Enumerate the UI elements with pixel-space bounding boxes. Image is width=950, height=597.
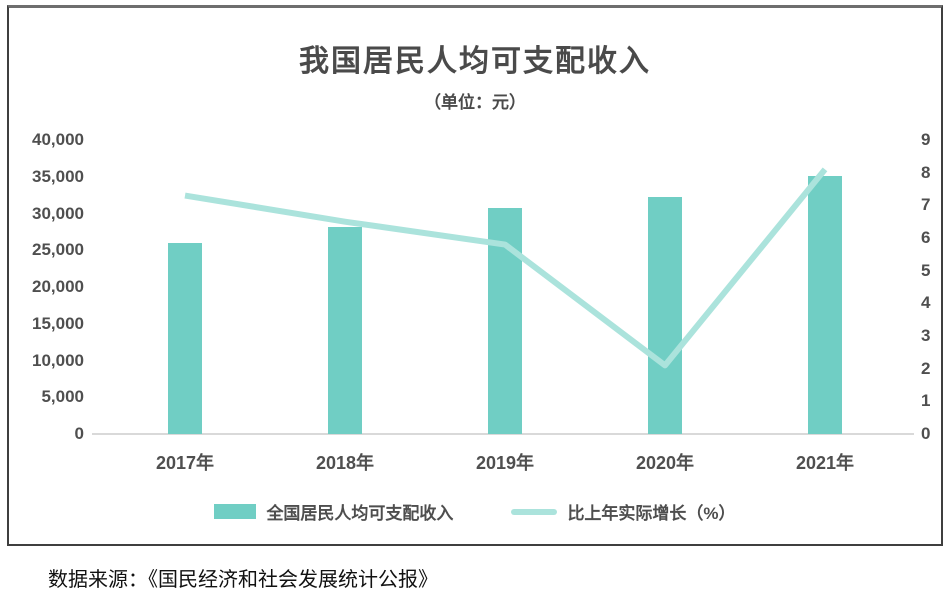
right-axis-tick: 5 — [921, 260, 931, 280]
x-axis-label-2017年: 2017年 — [155, 453, 215, 473]
legend: 全国居民人均可支配收入 比上年实际增长（%） — [0, 499, 950, 524]
left-axis-tick: 35,000 — [32, 166, 84, 186]
left-axis-tick: 30,000 — [32, 203, 84, 223]
x-axis-label-2019年: 2019年 — [475, 453, 535, 473]
right-axis-tick: 2 — [921, 358, 931, 378]
right-axis-tick: 3 — [921, 326, 931, 345]
bar-2020年 — [648, 197, 682, 434]
left-axis-tick: 40,000 — [32, 130, 84, 149]
left-axis-tick: 15,000 — [32, 313, 84, 333]
x-axis-label-2018年: 2018年 — [315, 453, 375, 473]
right-axis-tick: 1 — [921, 391, 931, 411]
bar-2021年 — [808, 175, 842, 434]
right-axis-tick: 0 — [921, 424, 931, 443]
legend-item-growth: 比上年实际增长（%） — [511, 499, 736, 524]
x-axis-line — [92, 433, 914, 435]
source-note: 数据来源：《国民经济和社会发展统计公报》 — [48, 569, 438, 591]
legend-line-label: 比上年实际增长（%） — [567, 504, 736, 523]
left-axis-tick: 25,000 — [32, 240, 84, 260]
left-axis-tick: 0 — [74, 424, 84, 443]
bar-2017年 — [168, 243, 202, 434]
right-axis-tick: 7 — [921, 195, 931, 215]
legend-bar-label: 全国居民人均可支配收入 — [266, 504, 454, 523]
bar-2018年 — [328, 226, 362, 434]
x-axis-label-2020年: 2020年 — [635, 453, 695, 473]
legend-item-income: 全国居民人均可支配收入 — [214, 499, 453, 524]
legend-line-swatch-icon — [511, 508, 558, 515]
chart-subtitle: （单位：元） — [424, 93, 526, 112]
right-axis-tick: 9 — [921, 130, 931, 149]
left-axis-tick: 20,000 — [32, 277, 84, 296]
left-axis-tick: 10,000 — [32, 350, 84, 370]
x-axis-label-2021年: 2021年 — [795, 453, 855, 473]
left-axis-tick: 5,000 — [41, 387, 84, 407]
right-axis-tick: 8 — [921, 162, 931, 182]
chart-title: 我国居民人均可支配收入 — [299, 45, 651, 78]
right-axis-tick: 4 — [921, 293, 931, 313]
legend-bar-swatch-icon — [214, 504, 257, 519]
bar-2019年 — [488, 208, 522, 434]
right-axis-tick: 6 — [921, 228, 931, 247]
